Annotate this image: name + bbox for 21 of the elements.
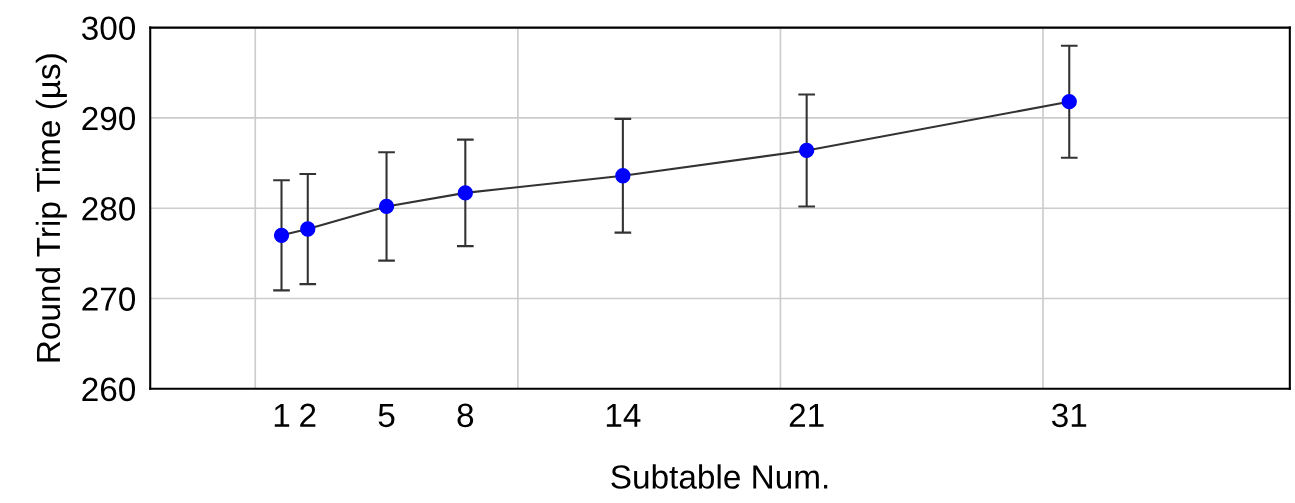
point xyxy=(378,198,395,215)
x-tick-label: 14 xyxy=(606,403,641,427)
point xyxy=(615,168,631,184)
x-tick-label: 31 xyxy=(1051,403,1087,428)
y-tick-label: 280 xyxy=(82,197,136,221)
x-tick-label: 1 xyxy=(274,403,290,427)
x-tick-label: 8 xyxy=(457,403,474,428)
point xyxy=(799,142,815,159)
x-tick-label: 21 xyxy=(789,403,824,427)
y-tick-label: 300 xyxy=(81,16,136,41)
x-tick-label: 5 xyxy=(378,403,395,428)
point xyxy=(1061,94,1077,110)
point xyxy=(300,221,316,237)
y-tick-label: 260 xyxy=(82,377,136,402)
y-tick-label: 290 xyxy=(82,106,136,131)
x-axis-title: Subtable Num. xyxy=(611,464,828,489)
y-tick-label: 270 xyxy=(82,287,136,311)
point xyxy=(273,227,290,243)
y-axis-title: Round Trip Time (µs) xyxy=(35,54,67,362)
x-tick-label: 2 xyxy=(300,403,316,427)
point xyxy=(457,185,473,201)
